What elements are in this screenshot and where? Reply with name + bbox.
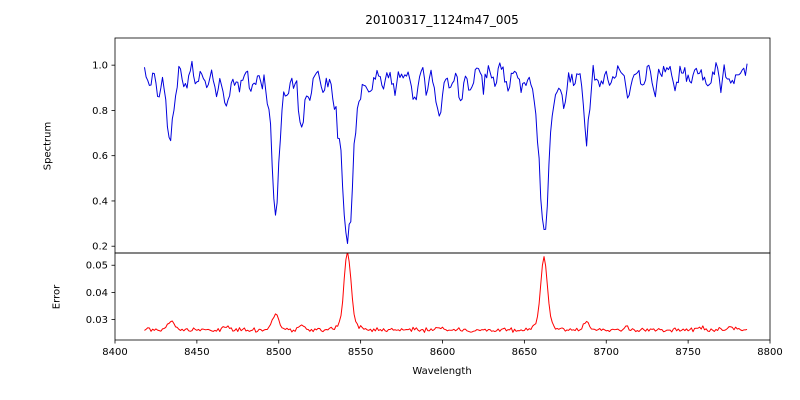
x-tick-label: 8450: [184, 347, 209, 358]
error-series-line: [144, 253, 748, 333]
error-y-tick-label: 0.03: [86, 315, 108, 326]
x-tick-label: 8400: [102, 347, 127, 358]
error-y-tick-label: 0.05: [86, 261, 108, 272]
x-tick-label: 8700: [594, 347, 619, 358]
spectrum-series-line: [143, 60, 748, 245]
spectrum-y-tick-label: 1.0: [92, 61, 108, 72]
x-tick-label: 8500: [266, 347, 291, 358]
error-y-tick-label: 0.04: [86, 288, 108, 299]
x-tick-label: 8800: [757, 347, 782, 358]
x-axis-label: Wavelength: [412, 366, 472, 377]
x-tick-label: 8650: [512, 347, 537, 358]
spectrum-axes-frame: [114, 37, 771, 254]
spectrum-y-tick-label: 0.8: [92, 106, 108, 117]
chart-title: 20100317_1124m47_005: [365, 13, 519, 27]
x-tick-label: 8750: [675, 347, 700, 358]
spectrum-y-tick-label: 0.6: [92, 151, 108, 162]
x-tick-label: 8550: [348, 347, 373, 358]
x-tick-label: 8600: [430, 347, 455, 358]
spectrum-y-tick-label: 0.4: [92, 196, 108, 207]
spectrum-y-tick-label: 0.2: [92, 242, 108, 253]
